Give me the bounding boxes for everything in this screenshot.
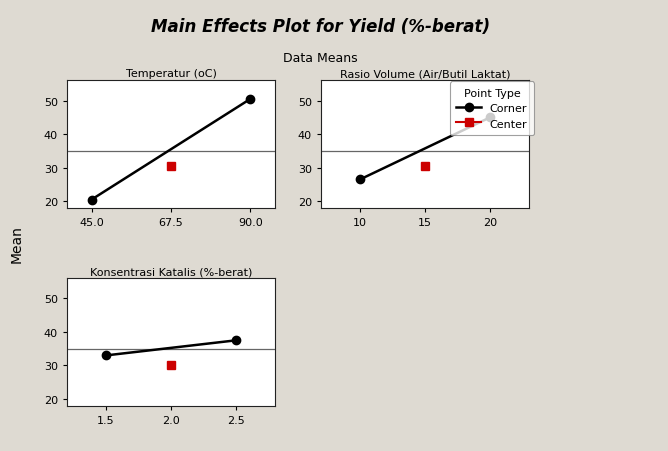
Legend: Corner, Center: Corner, Center: [450, 82, 534, 136]
Title: Rasio Volume (Air/Butil Laktat): Rasio Volume (Air/Butil Laktat): [340, 69, 510, 79]
Text: Data Means: Data Means: [283, 52, 358, 65]
Text: Mean: Mean: [10, 225, 23, 262]
Title: Konsentrasi Katalis (%-berat): Konsentrasi Katalis (%-berat): [90, 267, 253, 276]
Text: Main Effects Plot for Yield (%-berat): Main Effects Plot for Yield (%-berat): [151, 18, 490, 36]
Title: Temperatur (oC): Temperatur (oC): [126, 69, 216, 79]
